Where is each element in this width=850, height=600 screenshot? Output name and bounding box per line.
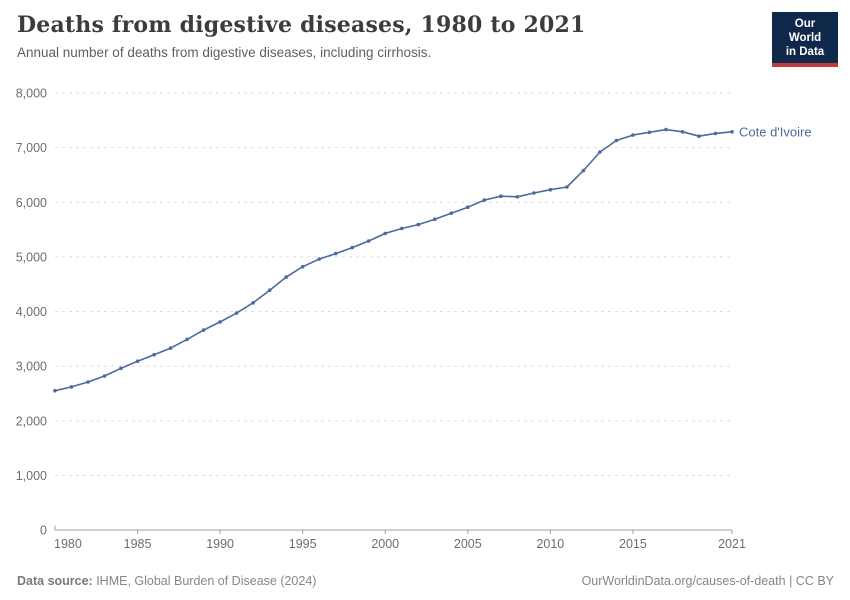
y-tick-label: 5,000 (16, 250, 47, 264)
page-title: Deaths from digestive diseases, 1980 to … (17, 12, 586, 38)
data-point[interactable] (102, 374, 107, 378)
data-point[interactable] (135, 359, 140, 364)
data-point[interactable] (218, 320, 222, 324)
data-point[interactable] (565, 185, 569, 189)
chart-titles: Deaths from digestive diseases, 1980 to … (17, 12, 586, 60)
owid-logo[interactable]: Our World in Data (772, 12, 838, 67)
data-point[interactable] (499, 194, 503, 198)
data-point[interactable] (433, 217, 437, 221)
x-tick-label: 2015 (619, 537, 647, 551)
data-point[interactable] (581, 168, 586, 173)
owid-url-link[interactable]: OurWorldinData.org/causes-of-death | CC … (581, 574, 834, 588)
y-tick-label: 7,000 (16, 141, 47, 155)
x-tick-label: 2000 (371, 537, 399, 551)
data-source-note: Data source: IHME, Global Burden of Dise… (17, 574, 316, 588)
data-point[interactable] (647, 130, 652, 135)
chart-subtitle: Annual number of deaths from digestive d… (17, 45, 432, 61)
data-point[interactable] (383, 231, 388, 236)
data-point[interactable] (532, 191, 536, 195)
chart-header: Deaths from digestive diseases, 1980 to … (17, 12, 838, 67)
data-point[interactable] (333, 251, 338, 256)
data-point[interactable] (400, 226, 404, 231)
owid-logo-line2: in Data (785, 46, 825, 58)
data-point[interactable] (53, 388, 57, 393)
y-tick-label: 2,000 (16, 414, 47, 428)
data-point[interactable] (482, 198, 487, 202)
data-source-text: IHME, Global Burden of Disease (2024) (92, 574, 317, 588)
data-point[interactable] (548, 187, 553, 192)
data-point[interactable] (350, 245, 355, 250)
data-point[interactable] (86, 380, 90, 384)
data-point[interactable] (664, 127, 668, 132)
data-point[interactable] (69, 385, 74, 389)
chart-line[interactable] (54, 128, 733, 392)
data-point[interactable] (449, 211, 454, 215)
data-point[interactable] (284, 275, 289, 279)
data-point[interactable] (631, 133, 635, 137)
data-point[interactable] (730, 130, 734, 134)
y-tick-label: 8,000 (16, 87, 47, 101)
data-point[interactable] (614, 138, 619, 143)
data-point[interactable] (168, 346, 173, 350)
x-tick-label: 2010 (536, 537, 564, 551)
chart-footer: Data source: IHME, Global Burden of Dise… (17, 574, 834, 588)
x-tick-label: 1980 (54, 537, 82, 551)
y-tick-label: 6,000 (16, 196, 47, 210)
data-point[interactable] (598, 150, 602, 154)
y-tick-label: 1,000 (16, 469, 47, 483)
data-point[interactable] (713, 131, 718, 136)
y-tick-label: 4,000 (16, 305, 47, 319)
x-tick-label: 2021 (718, 537, 746, 551)
data-point[interactable] (267, 288, 272, 293)
data-point[interactable] (234, 311, 239, 315)
data-point[interactable] (201, 328, 206, 332)
y-tick-label: 3,000 (16, 360, 47, 374)
data-point[interactable] (366, 239, 371, 243)
data-point[interactable] (317, 257, 322, 261)
entity-label[interactable]: Cote d'Ivoire (739, 124, 812, 139)
data-point[interactable] (300, 264, 305, 269)
data-point[interactable] (515, 195, 520, 199)
data-point[interactable] (119, 366, 123, 371)
data-point[interactable] (466, 205, 470, 209)
data-point[interactable] (152, 352, 156, 357)
data-point[interactable] (697, 134, 701, 138)
data-source-label: Data source: (17, 574, 93, 588)
data-point[interactable] (680, 130, 685, 134)
data-point[interactable] (185, 337, 189, 342)
x-tick-label: 2005 (454, 537, 482, 551)
x-tick-label: 1995 (289, 537, 317, 551)
data-point[interactable] (416, 222, 421, 227)
y-tick-label: 0 (40, 524, 47, 538)
owid-logo-line1: Our World (788, 18, 822, 44)
x-tick-label: 1990 (206, 537, 234, 551)
x-tick-label: 1985 (124, 537, 152, 551)
data-point[interactable] (251, 301, 255, 305)
